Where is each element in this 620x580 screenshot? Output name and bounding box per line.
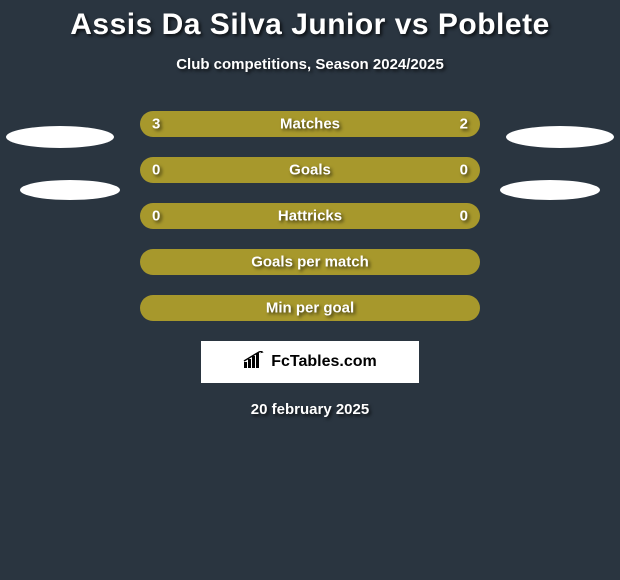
stat-row: Goals per match xyxy=(0,249,620,275)
infographic-container: Assis Da Silva Junior vs Poblete Club co… xyxy=(0,0,620,580)
bar-chart-icon xyxy=(243,351,265,374)
stat-left-value: 3 xyxy=(152,116,160,133)
decor-blob-left-2 xyxy=(20,180,120,200)
subtitle: Club competitions, Season 2024/2025 xyxy=(0,56,620,73)
stat-left-value: 0 xyxy=(152,162,160,179)
stat-row: 3 Matches 2 xyxy=(0,111,620,137)
stat-row: 0 Hattricks 0 xyxy=(0,203,620,229)
stat-left-value: 0 xyxy=(152,208,160,225)
stat-right-value: 0 xyxy=(460,162,468,179)
stat-label: Goals xyxy=(289,162,331,179)
stat-label: Hattricks xyxy=(278,208,342,225)
stat-right-value: 0 xyxy=(460,208,468,225)
brand-text: FcTables.com xyxy=(271,353,377,371)
stat-label: Matches xyxy=(280,116,340,133)
stat-row: Min per goal xyxy=(0,295,620,321)
stat-row: 0 Goals 0 xyxy=(0,157,620,183)
stat-label: Goals per match xyxy=(251,254,369,271)
footer-date: 20 february 2025 xyxy=(0,401,620,418)
page-title: Assis Da Silva Junior vs Poblete xyxy=(0,8,620,42)
stat-label: Min per goal xyxy=(266,300,354,317)
decor-blob-right-2 xyxy=(500,180,600,200)
brand-box: FcTables.com xyxy=(201,341,419,383)
stat-right-value: 2 xyxy=(460,116,468,133)
